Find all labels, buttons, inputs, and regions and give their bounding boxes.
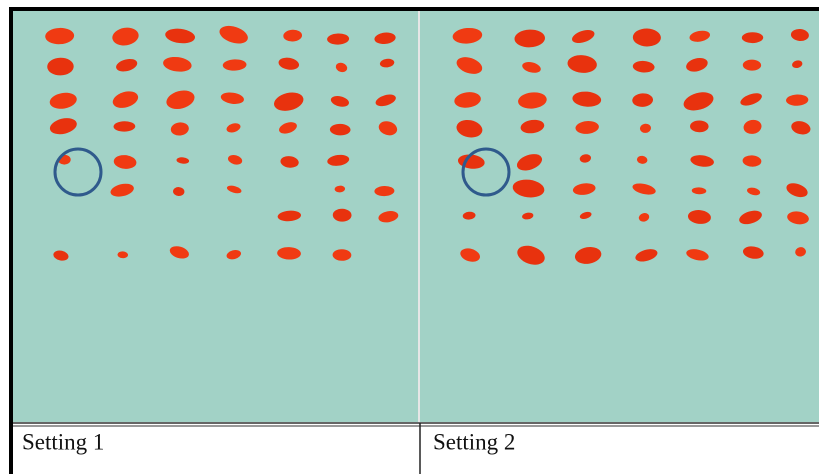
caption: Setting 1: [22, 429, 104, 454]
panel-image-1: [13, 11, 418, 422]
figure: Setting 1 Setting 2: [0, 0, 819, 474]
caption: Setting 2: [433, 429, 515, 454]
